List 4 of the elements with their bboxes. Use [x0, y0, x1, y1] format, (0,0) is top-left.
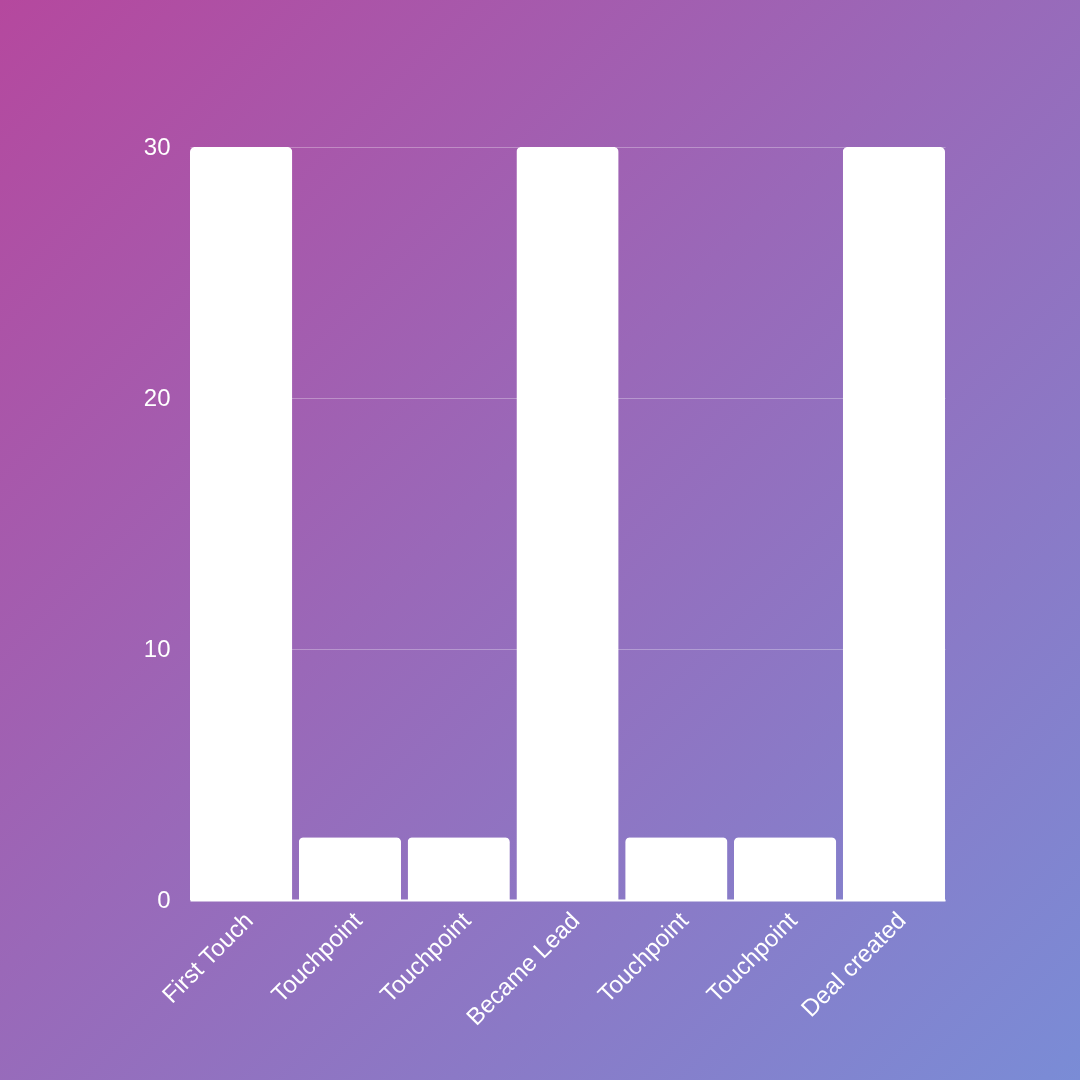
y-tick-label: 10 [143, 634, 171, 662]
y-tick-label: 30 [143, 132, 171, 160]
y-tick-label: 20 [143, 383, 171, 411]
y-tick-label: 0 [157, 885, 171, 913]
